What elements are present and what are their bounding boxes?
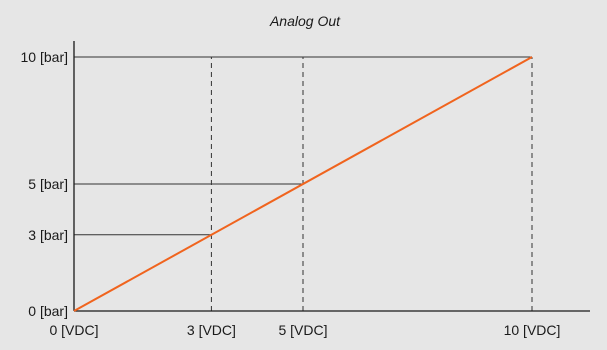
x-tick-label: 3 [VDC] xyxy=(187,322,236,338)
series-line-0 xyxy=(73,56,533,312)
tick-labels: 0 [VDC] 3 [VDC] 5 [VDC] 10 [VDC] 0 [bar] 3 [b… xyxy=(21,49,561,338)
y-tick-label: 3 [bar] xyxy=(28,227,68,243)
series-lines xyxy=(73,56,533,312)
x-tick-label: 0 [VDC] xyxy=(49,322,98,338)
guide-lines xyxy=(74,56,533,311)
chart-title: Analog Out xyxy=(269,13,341,29)
x-tick-label: 5 [VDC] xyxy=(278,322,327,338)
y-tick-label: 0 [bar] xyxy=(28,303,68,319)
x-tick-label: 10 [VDC] xyxy=(504,322,561,338)
axes xyxy=(73,41,590,312)
y-tick-label: 10 [bar] xyxy=(21,49,68,65)
y-tick-label: 5 [bar] xyxy=(28,176,68,192)
